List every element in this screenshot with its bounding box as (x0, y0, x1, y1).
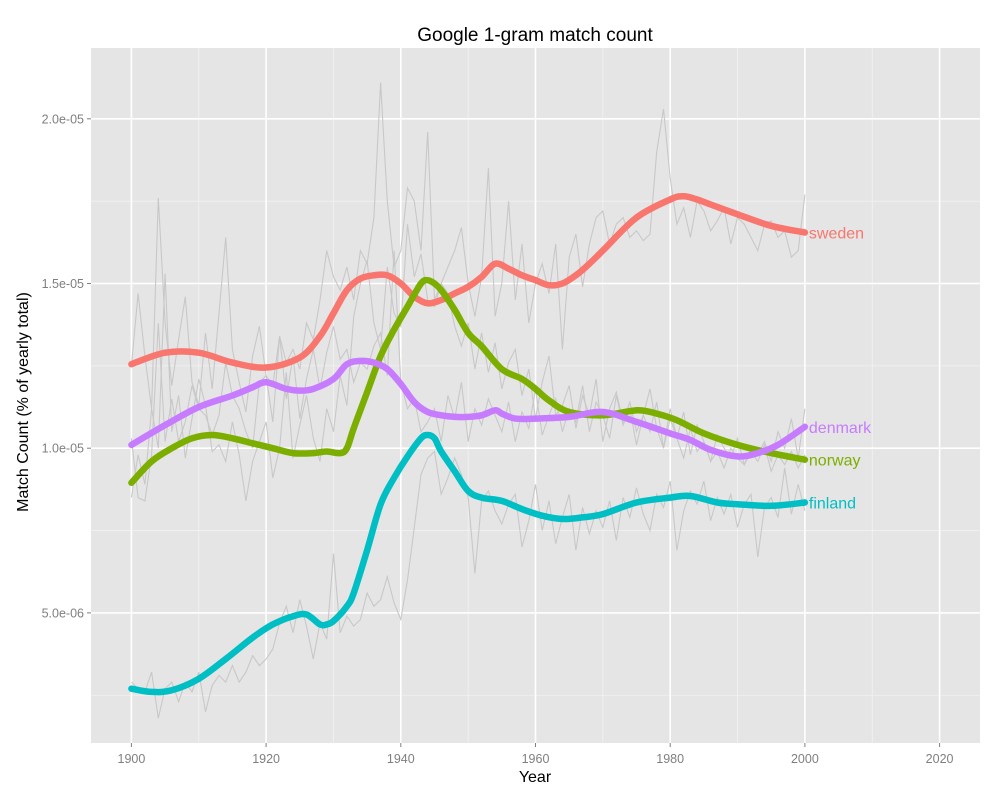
series-line-norway (128, 276, 809, 487)
x-tick-label: 2000 (791, 752, 819, 766)
grid (91, 48, 980, 743)
x-tick-label: 1940 (387, 752, 415, 766)
y-axis-ticks: 5.0e-06 1.0e-05 1.5e-05 2.0e-05 (42, 112, 91, 620)
x-tick-label: 1920 (252, 752, 280, 766)
y-axis-title: Match Count (% of yearly total) (15, 292, 32, 512)
y-tick-label: 5.0e-06 (42, 606, 84, 620)
y-tick-label: 1.0e-05 (42, 442, 84, 456)
raw-series-line (130, 250, 806, 502)
y-tick-label: 1.5e-05 (42, 277, 84, 291)
x-tick-label: 2020 (926, 752, 954, 766)
smoothed-series (128, 192, 809, 696)
y-tick-label: 2.0e-05 (42, 112, 84, 126)
series-label-sweden: sweden (809, 225, 864, 242)
x-tick-label: 1960 (522, 752, 550, 766)
x-axis-ticks: 1900 1920 1940 1960 1980 2000 2020 (118, 743, 954, 766)
series-label-norway: norway (809, 453, 861, 470)
x-tick-label: 1900 (118, 752, 146, 766)
series-line-sweden (128, 192, 809, 371)
x-axis-title: Year (519, 769, 552, 786)
series-label-denmark: denmark (809, 420, 872, 437)
x-tick-label: 1980 (656, 752, 684, 766)
chart-title: Google 1-gram match count (417, 25, 653, 46)
series-line-denmark (128, 357, 809, 460)
raw-series-line (130, 224, 806, 501)
series-label-finland: finland (809, 496, 856, 513)
series-line-finland (128, 431, 809, 696)
series-labels: sweden norway denmark finland (809, 225, 872, 512)
